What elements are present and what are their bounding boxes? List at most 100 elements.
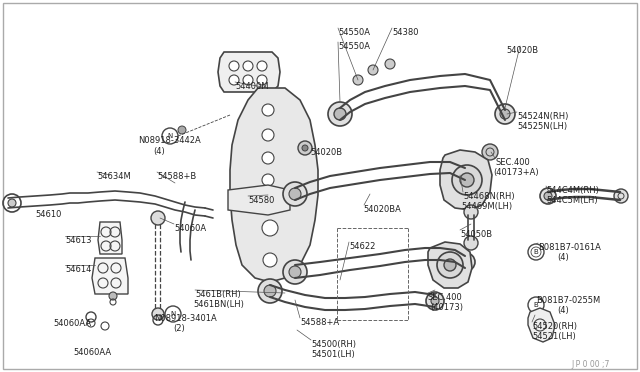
Circle shape bbox=[437, 252, 463, 278]
Circle shape bbox=[162, 128, 178, 144]
Circle shape bbox=[528, 244, 544, 260]
Polygon shape bbox=[218, 52, 280, 92]
Circle shape bbox=[482, 144, 498, 160]
Text: 54521(LH): 54521(LH) bbox=[532, 332, 576, 341]
Circle shape bbox=[444, 259, 456, 271]
Circle shape bbox=[152, 308, 164, 320]
Text: (40173): (40173) bbox=[430, 303, 463, 312]
Text: 54520(RH): 54520(RH) bbox=[532, 322, 577, 331]
Text: 54524N(RH): 54524N(RH) bbox=[517, 112, 568, 121]
Polygon shape bbox=[92, 258, 128, 294]
Circle shape bbox=[544, 192, 552, 200]
Circle shape bbox=[283, 182, 307, 206]
Text: 544C5M(LH): 544C5M(LH) bbox=[546, 196, 598, 205]
Circle shape bbox=[262, 174, 274, 186]
Text: 54588+B: 54588+B bbox=[157, 172, 196, 181]
Circle shape bbox=[461, 170, 469, 178]
Text: (40173+A): (40173+A) bbox=[493, 168, 539, 177]
Text: B: B bbox=[534, 249, 538, 255]
Circle shape bbox=[262, 220, 278, 236]
Circle shape bbox=[456, 165, 474, 183]
Circle shape bbox=[462, 258, 470, 266]
Circle shape bbox=[289, 266, 301, 278]
Polygon shape bbox=[428, 242, 472, 288]
Circle shape bbox=[495, 104, 515, 124]
Circle shape bbox=[528, 297, 544, 313]
Text: N: N bbox=[170, 311, 175, 317]
Text: 5461B(RH): 5461B(RH) bbox=[195, 290, 241, 299]
Circle shape bbox=[243, 75, 253, 85]
Circle shape bbox=[464, 236, 478, 250]
Circle shape bbox=[229, 61, 239, 71]
Polygon shape bbox=[440, 150, 492, 210]
Text: B: B bbox=[534, 302, 538, 308]
Circle shape bbox=[464, 205, 478, 219]
Circle shape bbox=[178, 126, 186, 134]
Text: 54622: 54622 bbox=[349, 242, 376, 251]
Circle shape bbox=[385, 59, 395, 69]
Circle shape bbox=[262, 129, 274, 141]
Text: 54020BA: 54020BA bbox=[363, 205, 401, 214]
Circle shape bbox=[264, 285, 276, 297]
Text: N: N bbox=[168, 133, 173, 139]
Text: 54469M(LH): 54469M(LH) bbox=[461, 202, 512, 211]
Circle shape bbox=[540, 188, 556, 204]
Circle shape bbox=[257, 75, 267, 85]
Text: B081B7-0255M: B081B7-0255M bbox=[536, 296, 600, 305]
Text: 54550A: 54550A bbox=[338, 28, 370, 37]
Circle shape bbox=[614, 189, 628, 203]
Text: SEC.400: SEC.400 bbox=[428, 293, 463, 302]
Text: 54060AA: 54060AA bbox=[73, 348, 111, 357]
Text: 54550A: 54550A bbox=[338, 42, 370, 51]
Polygon shape bbox=[528, 308, 555, 342]
Text: 54400M: 54400M bbox=[235, 82, 269, 91]
Text: 54610: 54610 bbox=[35, 210, 61, 219]
Text: 54060A: 54060A bbox=[174, 224, 206, 233]
Polygon shape bbox=[98, 222, 122, 254]
Text: 54380: 54380 bbox=[392, 28, 419, 37]
Text: N08918-3401A: N08918-3401A bbox=[154, 314, 217, 323]
Circle shape bbox=[229, 75, 239, 85]
Text: 54580: 54580 bbox=[248, 196, 275, 205]
Circle shape bbox=[302, 145, 308, 151]
Circle shape bbox=[500, 109, 510, 119]
Circle shape bbox=[8, 199, 16, 207]
Text: (4): (4) bbox=[557, 306, 569, 315]
Circle shape bbox=[257, 61, 267, 71]
Circle shape bbox=[328, 102, 352, 126]
Text: 54500(RH): 54500(RH) bbox=[311, 340, 356, 349]
Text: (4): (4) bbox=[557, 253, 569, 262]
Circle shape bbox=[334, 108, 346, 120]
Circle shape bbox=[262, 104, 274, 116]
Text: 54525N(LH): 54525N(LH) bbox=[517, 122, 567, 131]
Text: 54020B: 54020B bbox=[506, 46, 538, 55]
Polygon shape bbox=[230, 88, 318, 282]
Text: B081B7-0161A: B081B7-0161A bbox=[538, 243, 601, 252]
Circle shape bbox=[283, 260, 307, 284]
Circle shape bbox=[353, 75, 363, 85]
Text: 544C4M(RH): 544C4M(RH) bbox=[546, 186, 599, 195]
Text: J P 0 00 ;7: J P 0 00 ;7 bbox=[572, 360, 610, 369]
Text: 54501(LH): 54501(LH) bbox=[311, 350, 355, 359]
Text: N08918-3442A: N08918-3442A bbox=[138, 136, 201, 145]
Text: 5461BN(LH): 5461BN(LH) bbox=[193, 300, 244, 309]
Circle shape bbox=[460, 173, 474, 187]
Text: 54613: 54613 bbox=[65, 236, 92, 245]
Text: (4): (4) bbox=[153, 147, 164, 156]
Text: 54050B: 54050B bbox=[460, 230, 492, 239]
Polygon shape bbox=[228, 185, 290, 215]
Circle shape bbox=[298, 141, 312, 155]
Circle shape bbox=[165, 306, 181, 322]
Circle shape bbox=[452, 165, 482, 195]
Text: 54634M: 54634M bbox=[97, 172, 131, 181]
Circle shape bbox=[368, 65, 378, 75]
Text: 54060AA: 54060AA bbox=[53, 319, 91, 328]
Text: 54588+A: 54588+A bbox=[300, 318, 339, 327]
Text: SEC.400: SEC.400 bbox=[495, 158, 530, 167]
Circle shape bbox=[289, 188, 301, 200]
Circle shape bbox=[243, 61, 253, 71]
Circle shape bbox=[262, 152, 274, 164]
Circle shape bbox=[262, 194, 274, 206]
Text: (2): (2) bbox=[173, 324, 185, 333]
Text: 54614: 54614 bbox=[65, 265, 92, 274]
